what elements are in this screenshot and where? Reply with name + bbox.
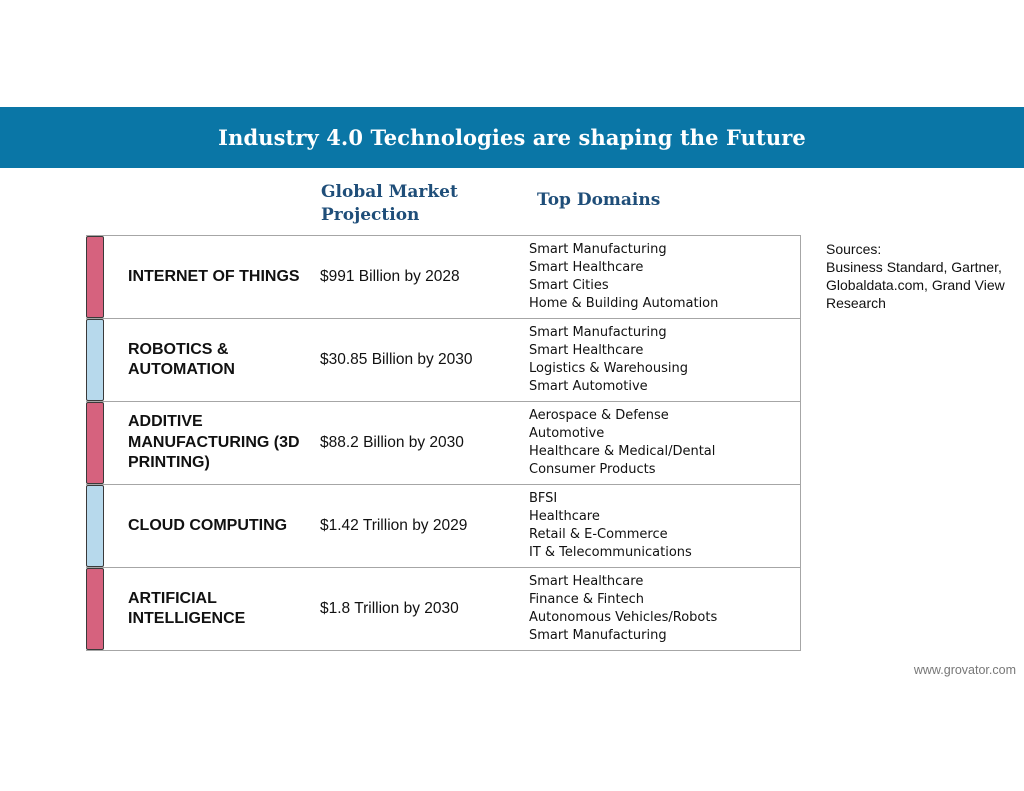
column-header-domains: Top Domains xyxy=(537,190,661,210)
row-accent-bar xyxy=(86,402,104,484)
domain-item: Smart Healthcare xyxy=(529,574,644,589)
market-projection: $1.8 Trillion by 2030 xyxy=(320,600,459,617)
row-accent-bar xyxy=(86,236,104,318)
domain-item: Smart Manufacturing xyxy=(529,242,667,257)
table-row: ARTIFICIAL INTELLIGENCE $1.8 Trillion by… xyxy=(86,568,801,651)
domain-list: Smart Manufacturing Smart Healthcare Smart… xyxy=(529,236,718,318)
domain-item: Healthcare & Medical/Dental xyxy=(529,444,716,459)
domain-item: Retail & E-Commerce xyxy=(529,527,668,542)
domain-item: Automotive xyxy=(529,426,605,441)
domain-list: BFSI Healthcare Retail & E-Commerce IT & Te… xyxy=(529,485,692,567)
sources-note: Sources: Business Standard, Gartner, Glo… xyxy=(826,240,1016,312)
domain-item: Healthcare xyxy=(529,509,600,524)
domain-item: Logistics & Warehousing xyxy=(529,361,688,376)
table-row: ROBOTICS & AUTOMATION $30.85 Billion by … xyxy=(86,319,801,402)
domain-item: Consumer Products xyxy=(529,462,656,477)
market-projection: $88.2 Billion by 2030 xyxy=(320,434,464,451)
domain-item: Smart Cities xyxy=(529,278,609,293)
domain-item: Smart Manufacturing xyxy=(529,628,667,643)
technology-name: ADDITIVE MANUFACTURING (3D PRINTING) xyxy=(128,413,300,472)
domain-item: Smart Healthcare xyxy=(529,260,644,275)
table-row: INTERNET OF THINGS $991 Billion by 2028 … xyxy=(86,236,801,319)
row-accent-bar xyxy=(86,568,104,650)
domain-list: Smart Manufacturing Smart Healthcare Logis… xyxy=(529,319,688,401)
column-header-market: Global Market Projection xyxy=(321,182,458,225)
table-row: CLOUD COMPUTING $1.42 Trillion by 2029 B… xyxy=(86,485,801,568)
website-footer: www.grovator.com xyxy=(913,663,1016,677)
page-title: Industry 4.0 Technologies are shaping th… xyxy=(218,125,806,150)
technology-name: CLOUD COMPUTING xyxy=(128,516,288,534)
sources-text: Business Standard, Gartner, Globaldata.c… xyxy=(826,259,1005,311)
technology-name: ARTIFICIAL INTELLIGENCE xyxy=(128,589,246,628)
technology-name: ROBOTICS & AUTOMATION xyxy=(128,340,235,379)
table-row: ADDITIVE MANUFACTURING (3D PRINTING) $88… xyxy=(86,402,801,485)
domain-item: Aerospace & Defense xyxy=(529,408,669,423)
market-projection: $1.42 Trillion by 2029 xyxy=(320,517,468,534)
technology-table: INTERNET OF THINGS $991 Billion by 2028 … xyxy=(86,235,801,652)
market-projection: $30.85 Billion by 2030 xyxy=(320,351,473,368)
technology-name: INTERNET OF THINGS xyxy=(128,267,300,285)
row-accent-bar xyxy=(86,319,104,401)
domain-item: Home & Building Automation xyxy=(529,296,719,311)
row-accent-bar xyxy=(86,485,104,567)
domain-list: Smart Healthcare Finance & Fintech Autonom… xyxy=(529,568,717,650)
market-projection: $991 Billion by 2028 xyxy=(320,268,460,285)
domain-item: BFSI xyxy=(529,491,558,506)
title-banner: Industry 4.0 Technologies are shaping th… xyxy=(0,107,1024,168)
domain-item: Smart Healthcare xyxy=(529,343,644,358)
domain-item: IT & Telecommunications xyxy=(529,545,692,560)
domain-list: Aerospace & Defense Automotive Healthcare … xyxy=(529,402,715,484)
sources-label: Sources: xyxy=(826,241,882,257)
domain-item: Smart Manufacturing xyxy=(529,325,667,340)
domain-item: Finance & Fintech xyxy=(529,592,645,607)
domain-item: Autonomous Vehicles/Robots xyxy=(529,610,718,625)
domain-item: Smart Automotive xyxy=(529,379,648,394)
